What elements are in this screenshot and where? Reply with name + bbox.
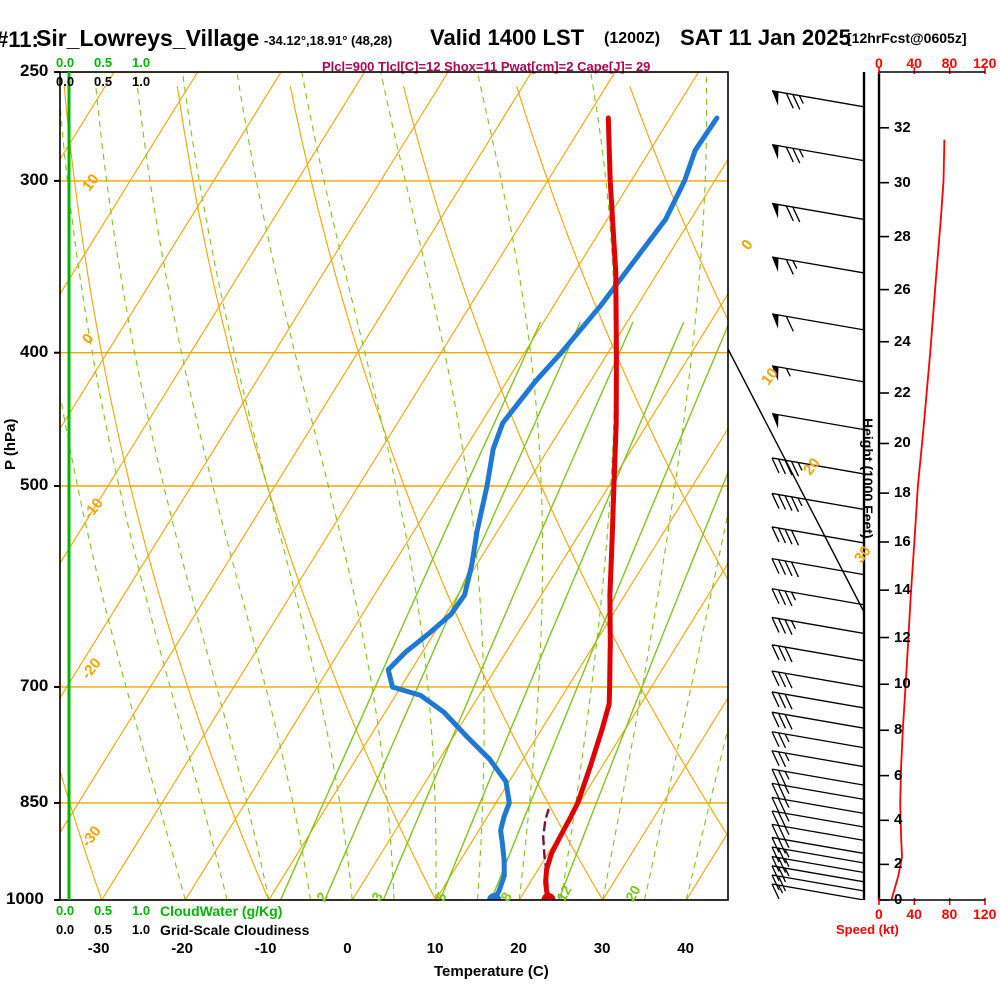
cloudwater-tick-top-0: 0.0: [56, 55, 75, 70]
height-tick-4: 4: [894, 811, 903, 829]
pressure-tick-1000: 1000: [6, 889, 44, 908]
pressure-tick-700: 700: [20, 675, 49, 695]
height-tick-2: 2: [894, 855, 903, 873]
temperature-axis-label: Temperature (C): [434, 963, 549, 980]
cloudwater-tick-bottom-2: 1.0: [132, 903, 151, 918]
temperature-tick--10: -10: [254, 940, 277, 957]
station-name: Sir_Lowreys_Village: [36, 25, 260, 51]
valid-date: SAT 11 Jan 2025: [680, 25, 851, 50]
station-id: #11:: [0, 27, 39, 52]
speed-tick-bottom-0: 0: [875, 906, 883, 922]
cloudiness-tick-bottom-1: 0.5: [94, 922, 113, 937]
temperature-tick-20: 20: [510, 940, 527, 957]
speed-tick-bottom-120: 120: [973, 906, 997, 922]
cloudwater-axis-label: CloudWater (g/Kg): [160, 903, 283, 919]
temperature-tick-30: 30: [593, 940, 611, 957]
valid-time: Valid 1400 LST: [430, 25, 585, 50]
height-tick-16: 16: [894, 533, 911, 550]
height-tick-0: 0: [894, 891, 903, 908]
speed-tick-bottom-80: 80: [941, 906, 958, 922]
valid-time-zulu: (1200Z): [604, 30, 661, 47]
speed-tick-top-120: 120: [973, 55, 997, 71]
pressure-axis-label: P (hPa): [2, 418, 19, 470]
height-tick-26: 26: [894, 280, 911, 298]
height-tick-22: 22: [894, 384, 911, 401]
speed-tick-bottom-40: 40: [906, 906, 922, 922]
height-axis-label: Height (1000 Feet): [860, 418, 876, 539]
cloudwater-tick-bottom-1: 0.5: [94, 903, 113, 918]
cloudwater-tick-bottom-0: 0.0: [56, 903, 75, 918]
height-tick-24: 24: [894, 332, 911, 350]
cloudwater-tick-top-2: 1.0: [132, 55, 151, 70]
sounding-stats: Plcl=900 Tlcl[C]=12 Shox=11 Pwat[cm]=2 C…: [322, 59, 651, 74]
height-tick-32: 32: [894, 118, 911, 136]
forecast-tag: [12hrFcst@0605z]: [847, 30, 967, 46]
speed-tick-top-40: 40: [906, 55, 922, 71]
pressure-tick-500: 500: [20, 475, 49, 494]
speed-tick-top-0: 0: [875, 55, 883, 71]
station-coords: -34.12°,18.91° (48,28): [264, 33, 393, 48]
pressure-tick-300: 300: [20, 169, 49, 189]
cloudiness-tick-bottom-2: 1.0: [132, 922, 151, 937]
cloudiness-tick-top-0: 0.0: [56, 74, 75, 89]
cloudiness-tick-top-1: 0.5: [94, 74, 113, 89]
cloudiness-axis-label: Grid-Scale Cloudiness: [160, 922, 310, 938]
speed-axis-label: Speed (kt): [836, 922, 899, 937]
temperature-tick--30: -30: [87, 940, 110, 957]
height-tick-10: 10: [894, 675, 911, 693]
height-tick-8: 8: [894, 721, 903, 739]
pressure-tick-850: 850: [20, 791, 49, 811]
height-tick-18: 18: [894, 484, 911, 502]
height-tick-20: 20: [894, 434, 911, 452]
cloudiness-tick-bottom-0: 0.0: [56, 922, 75, 937]
height-tick-14: 14: [894, 581, 911, 599]
speed-tick-top-80: 80: [941, 55, 958, 71]
temperature-tick-40: 40: [677, 940, 694, 957]
pressure-tick-400: 400: [20, 341, 49, 361]
height-tick-6: 6: [894, 766, 903, 784]
cloudwater-tick-top-1: 0.5: [94, 55, 113, 70]
temperature-tick--20: -20: [171, 940, 193, 957]
height-tick-12: 12: [894, 628, 911, 646]
height-tick-30: 30: [894, 173, 911, 191]
cloudiness-tick-top-2: 1.0: [132, 74, 151, 89]
pressure-tick-250: 250: [20, 61, 49, 80]
temperature-tick-10: 10: [426, 940, 444, 957]
height-tick-28: 28: [894, 227, 911, 245]
temperature-tick-0: 0: [343, 940, 352, 957]
